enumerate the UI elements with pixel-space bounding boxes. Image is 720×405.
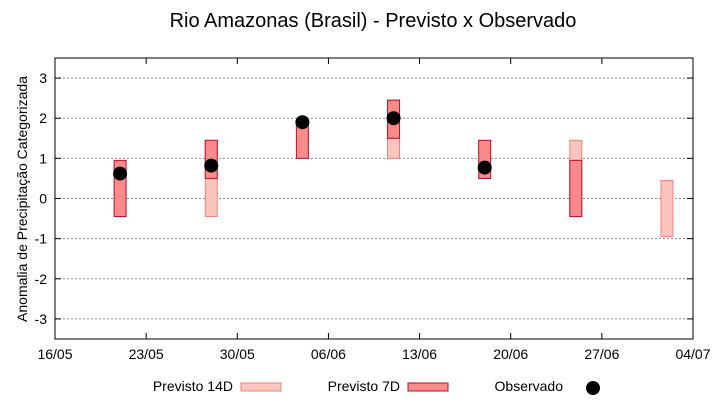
x-axis-ticks: 16/05 23/05 30/05 06/06 13/06 20/06 27/06 04/07 [37, 58, 711, 362]
observado-point [113, 166, 128, 181]
legend-swatch-previsto-14d [240, 382, 282, 392]
legend-label-previsto-14d: Previsto 14D [153, 378, 233, 394]
x-tick-label: 27/06 [584, 346, 619, 362]
observado-point [386, 111, 401, 126]
plot-frame [54, 57, 694, 340]
chart-title: Rio Amazonas (Brasil) - Previsto x Obser… [170, 10, 577, 32]
x-tick-label: 23/05 [129, 346, 164, 362]
x-tick-label: 04/07 [675, 346, 710, 362]
y-tick-label: -1 [35, 231, 48, 247]
x-tick-label: 30/05 [220, 346, 255, 362]
previsto-14d-bar [660, 179, 674, 238]
observado-point [295, 115, 310, 130]
legend-swatch-previsto-7d [407, 382, 449, 392]
observado-series [113, 111, 492, 181]
y-tick-label: -3 [35, 311, 48, 327]
y-axis-label: Anomalia de Precipitação Categorizada [14, 76, 30, 322]
x-tick-label: 06/06 [311, 346, 346, 362]
legend: Previsto 14D Previsto 7D Observado [153, 378, 600, 395]
x-tick-label: 16/05 [37, 346, 72, 362]
legend-label-previsto-7d: Previsto 7D [328, 378, 400, 394]
previsto-14d-series [204, 99, 674, 238]
y-tick-label: 1 [39, 150, 47, 166]
previsto-7d-bar [569, 159, 583, 218]
y-tick-label: 2 [39, 110, 47, 126]
y-tick-label: 3 [39, 70, 47, 86]
legend-marker-observado [586, 381, 600, 395]
legend-label-observado: Observado [495, 378, 564, 394]
x-tick-label: 13/06 [402, 346, 437, 362]
y-axis-ticks: -3 -2 -1 0 1 2 3 [35, 70, 693, 327]
observado-point [204, 158, 219, 173]
x-tick-label: 20/06 [493, 346, 528, 362]
y-tick-label: -2 [35, 271, 48, 287]
observado-point [477, 160, 492, 175]
y-tick-label: 0 [39, 191, 47, 207]
grid-lines [55, 77, 693, 320]
